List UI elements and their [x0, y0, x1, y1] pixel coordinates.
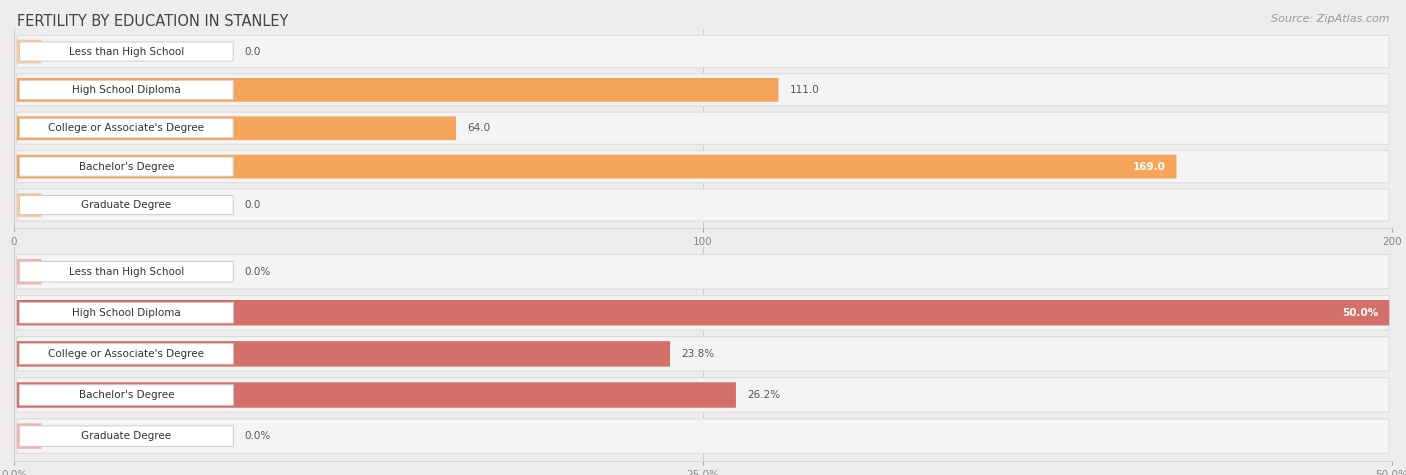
Text: 0.0: 0.0 [245, 47, 260, 57]
FancyBboxPatch shape [17, 193, 42, 217]
Text: College or Associate's Degree: College or Associate's Degree [48, 349, 204, 359]
FancyBboxPatch shape [17, 36, 1389, 67]
FancyBboxPatch shape [20, 385, 233, 405]
Text: College or Associate's Degree: College or Associate's Degree [48, 123, 204, 133]
FancyBboxPatch shape [17, 295, 1389, 330]
FancyBboxPatch shape [17, 189, 1389, 221]
Text: 23.8%: 23.8% [681, 349, 714, 359]
Text: 0.0: 0.0 [245, 200, 260, 210]
FancyBboxPatch shape [17, 300, 1389, 325]
FancyBboxPatch shape [20, 119, 233, 138]
Text: Graduate Degree: Graduate Degree [82, 200, 172, 210]
FancyBboxPatch shape [17, 116, 456, 140]
Text: 169.0: 169.0 [1133, 162, 1166, 171]
FancyBboxPatch shape [20, 195, 233, 215]
Text: High School Diploma: High School Diploma [72, 85, 181, 95]
FancyBboxPatch shape [17, 419, 1389, 453]
Text: Less than High School: Less than High School [69, 47, 184, 57]
Text: 0.0%: 0.0% [245, 431, 270, 441]
FancyBboxPatch shape [17, 382, 735, 408]
Text: Bachelor's Degree: Bachelor's Degree [79, 162, 174, 171]
FancyBboxPatch shape [17, 259, 42, 285]
FancyBboxPatch shape [20, 303, 233, 323]
FancyBboxPatch shape [17, 151, 1389, 183]
Text: Bachelor's Degree: Bachelor's Degree [79, 390, 174, 400]
Text: 64.0: 64.0 [467, 123, 491, 133]
FancyBboxPatch shape [20, 42, 233, 61]
Text: 50.0%: 50.0% [1341, 308, 1378, 318]
FancyBboxPatch shape [17, 378, 1389, 412]
FancyBboxPatch shape [20, 157, 233, 176]
FancyBboxPatch shape [17, 341, 671, 367]
FancyBboxPatch shape [20, 343, 233, 364]
FancyBboxPatch shape [17, 423, 42, 449]
FancyBboxPatch shape [17, 39, 42, 63]
Text: 0.0%: 0.0% [245, 266, 270, 276]
Text: Source: ZipAtlas.com: Source: ZipAtlas.com [1271, 14, 1389, 24]
FancyBboxPatch shape [17, 74, 1389, 106]
FancyBboxPatch shape [17, 112, 1389, 144]
Text: FERTILITY BY EDUCATION IN STANLEY: FERTILITY BY EDUCATION IN STANLEY [17, 14, 288, 29]
Text: 26.2%: 26.2% [747, 390, 780, 400]
Text: High School Diploma: High School Diploma [72, 308, 181, 318]
FancyBboxPatch shape [20, 426, 233, 446]
Text: Graduate Degree: Graduate Degree [82, 431, 172, 441]
FancyBboxPatch shape [17, 155, 1177, 179]
FancyBboxPatch shape [17, 255, 1389, 289]
FancyBboxPatch shape [20, 80, 233, 99]
FancyBboxPatch shape [17, 78, 779, 102]
FancyBboxPatch shape [17, 337, 1389, 371]
Text: Less than High School: Less than High School [69, 266, 184, 276]
FancyBboxPatch shape [20, 261, 233, 282]
Text: 111.0: 111.0 [790, 85, 820, 95]
